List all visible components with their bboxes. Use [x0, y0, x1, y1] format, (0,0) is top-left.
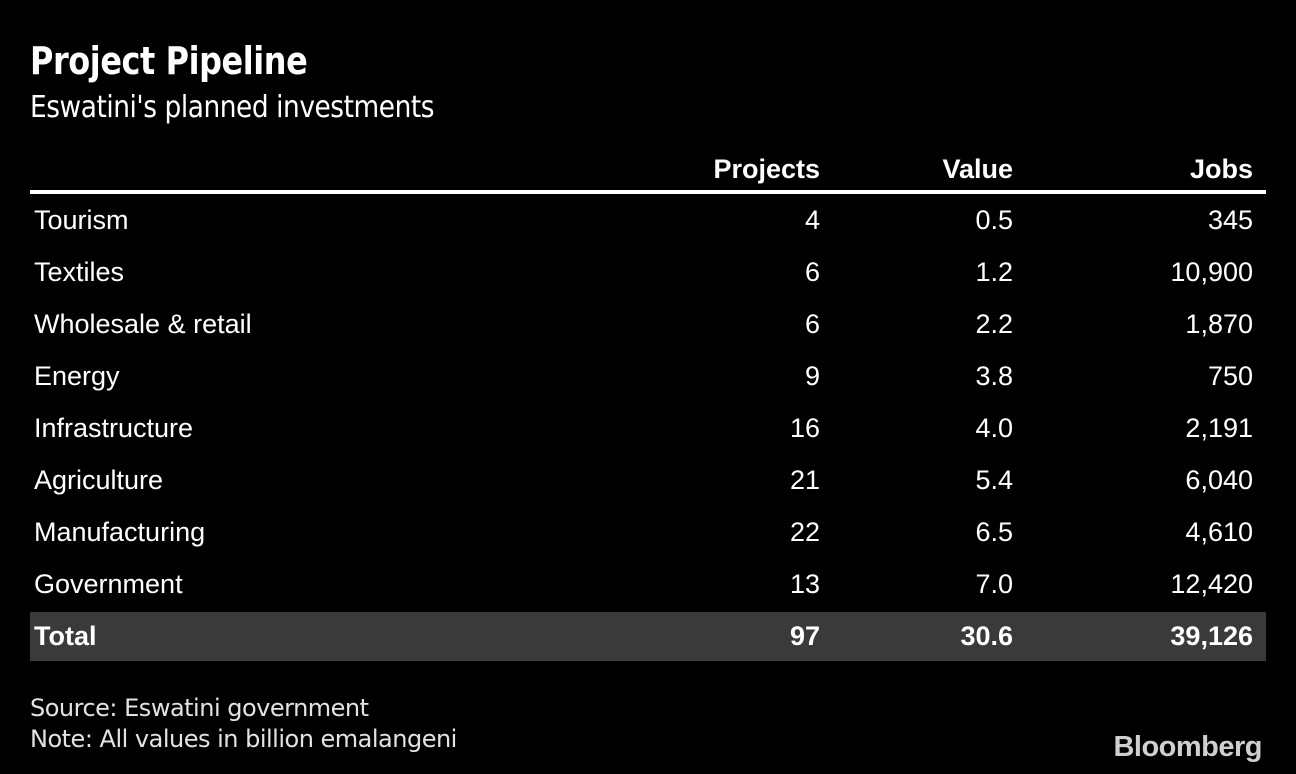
- column-header-value: Value: [942, 154, 1013, 184]
- row-category: Government: [34, 568, 183, 599]
- row-category: Agriculture: [34, 464, 164, 495]
- row-value: 6.5: [975, 516, 1013, 547]
- row-jobs: 2,191: [1185, 412, 1253, 443]
- row-projects: 4: [804, 204, 820, 235]
- note-line: Note: All values in billion emalangeni: [30, 725, 457, 753]
- row-value: 1.2: [975, 256, 1013, 287]
- table-row: Government 13 7.0 12,420: [30, 558, 1266, 610]
- row-projects: 16: [789, 412, 820, 443]
- row-projects: 22: [789, 516, 820, 547]
- row-value: 2.2: [975, 308, 1013, 339]
- row-jobs: 750: [1207, 360, 1253, 391]
- row-category: Tourism: [34, 204, 129, 235]
- row-category: Manufacturing: [34, 516, 206, 547]
- row-jobs: 345: [1207, 204, 1253, 235]
- row-projects: 6: [804, 308, 820, 339]
- table-row: Manufacturing 22 6.5 4,610: [30, 506, 1266, 558]
- footer: Source: Eswatini government Note: All va…: [30, 693, 1266, 755]
- row-jobs: 12,420: [1170, 568, 1253, 599]
- table-row: Wholesale & retail 6 2.2 1,870: [30, 298, 1266, 350]
- row-category: Textiles: [34, 256, 125, 287]
- graphic-content: Project Pipeline Eswatini's planned inve…: [30, 0, 1266, 755]
- row-projects: 21: [789, 464, 820, 495]
- chart-title: Project Pipeline: [30, 39, 308, 83]
- row-jobs: 4,610: [1185, 516, 1253, 547]
- row-category: Wholesale & retail: [34, 308, 252, 339]
- row-value: 4.0: [975, 412, 1013, 443]
- row-jobs: 1,870: [1185, 308, 1253, 339]
- column-header-jobs: Jobs: [1189, 154, 1253, 184]
- row-category: Infrastructure: [34, 412, 194, 443]
- table-row: Tourism 4 0.5 345: [30, 194, 1266, 246]
- table-row: Infrastructure 16 4.0 2,191: [30, 402, 1266, 454]
- row-value: 5.4: [975, 464, 1013, 495]
- table-body: Tourism 4 0.5 345 Textiles 6 1.2 10,900 …: [30, 194, 1266, 610]
- row-projects: 9: [804, 360, 820, 391]
- bloomberg-logo: Bloomberg: [1113, 731, 1262, 763]
- row-category: Energy: [34, 360, 120, 391]
- row-value: 3.8: [975, 360, 1013, 391]
- row-value: 0.5: [975, 204, 1013, 235]
- row-projects: 13: [789, 568, 820, 599]
- row-jobs: 10,900: [1170, 256, 1253, 287]
- row-value: 7.0: [975, 568, 1013, 599]
- row-projects: 6: [804, 256, 820, 287]
- source-line: Source: Eswatini government: [30, 694, 369, 722]
- row-jobs: 6,040: [1185, 464, 1253, 495]
- total-projects: 97: [789, 621, 820, 651]
- header-rule: [30, 190, 1266, 194]
- table-row: Agriculture 21 5.4 6,040: [30, 454, 1266, 506]
- table-header-row: Projects Value Jobs: [30, 150, 1266, 190]
- column-header-projects: Projects: [713, 154, 820, 184]
- table-row: Textiles 6 1.2 10,900: [30, 246, 1266, 298]
- total-row: Total 97 30.6 39,126: [30, 612, 1266, 661]
- table-row: Energy 9 3.8 750: [30, 350, 1266, 402]
- chart-subtitle: Eswatini's planned investments: [30, 90, 435, 125]
- total-value: 30.6: [960, 621, 1013, 651]
- total-label: Total: [34, 621, 97, 651]
- total-jobs: 39,126: [1170, 621, 1253, 651]
